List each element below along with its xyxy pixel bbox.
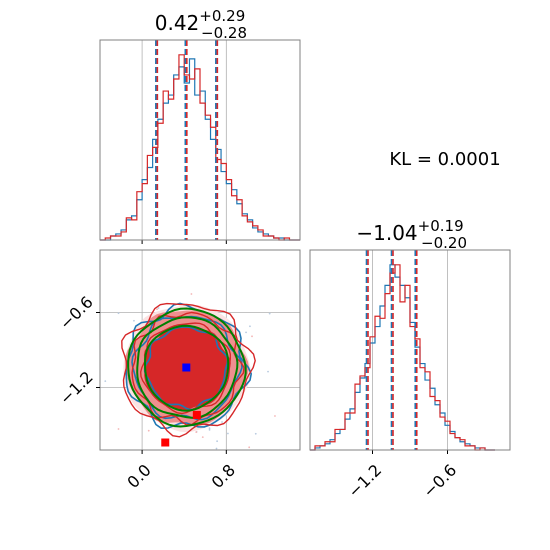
joint-sample-point (248, 446, 251, 449)
joint-sample-point (326, 381, 328, 383)
marginal-x-title-minus: −0.28 (201, 24, 247, 42)
joint-sample-point (249, 325, 251, 328)
marginal-y-series-a-step (310, 264, 495, 451)
joint-sample-point (208, 427, 211, 430)
marginal-x-title-value: 0.42 (155, 11, 200, 35)
joint-ytick-label-1: −1.2 (56, 367, 97, 408)
joint-marker-red-square-1 (192, 411, 201, 419)
joint-marker-red-square-2 (161, 438, 170, 447)
marginal-y-title-plus: +0.19 (418, 217, 464, 235)
joint-sample-point (274, 415, 276, 417)
joint-contour-green-1 (136, 316, 239, 419)
marginal-y-title-minus: −0.20 (421, 234, 467, 252)
joint-sample-point (251, 335, 253, 338)
joint-sample-point (267, 370, 269, 373)
joint-xtick-label-0: 0.0 (123, 460, 154, 491)
joint-sample-point (117, 428, 120, 430)
marginal-y-frame (309, 249, 511, 451)
joint-frame (99, 249, 301, 451)
kl-label: KL = 0.0001 (389, 149, 500, 170)
joint-sample-point (104, 380, 107, 383)
joint-sample-point (133, 319, 135, 322)
joint-sample-point (167, 486, 169, 488)
joint-sample-point (201, 436, 204, 438)
marginal-y-xtick-label-0: −1.2 (344, 460, 385, 501)
marginal-x-series-a-step (100, 58, 300, 241)
marginal-x-series-b-step (100, 54, 300, 241)
joint-sample-point (157, 307, 160, 309)
joint-contour-red-2 (139, 322, 231, 415)
joint-sample-point (268, 312, 271, 315)
joint-sample-point (227, 432, 229, 435)
joint-sample-point (111, 472, 113, 474)
joint-sample-point (254, 432, 257, 435)
joint-sample-point (208, 428, 211, 431)
joint-sample-point (147, 429, 150, 432)
joint-sample-point (190, 293, 193, 295)
marginal-x-title-plus: +0.29 (199, 7, 245, 25)
joint-xtick-label-1: 0.8 (208, 460, 239, 491)
marginal-y-title-value: −1.04 (356, 221, 417, 245)
joint-plot-area (100, 250, 328, 488)
marginal-y-title: −1.04+0.19 −0.20 (356, 217, 467, 252)
joint-sample-point (215, 447, 218, 450)
joint-sample-point (221, 421, 223, 423)
marginal-x-title: 0.42+0.29 −0.28 (155, 7, 247, 42)
marginal-x-frame (99, 39, 301, 241)
joint-contour-green-0 (127, 307, 247, 428)
joint-contour-green-2 (143, 324, 230, 412)
joint-panel: 0.0 0.8 −0.6 −1.2 (56, 249, 328, 492)
marginal-y-xtick-label-1: −0.6 (419, 460, 460, 501)
joint-ytick-label-0: −0.6 (56, 292, 97, 333)
marginal-x-panel (99, 39, 301, 244)
joint-sample-point (195, 431, 198, 433)
marginal-y-panel: −1.2 −0.6 (309, 249, 511, 501)
joint-sample-point (156, 308, 158, 311)
marginal-y-series-b-step (310, 264, 495, 451)
joint-contour-red-0 (121, 302, 256, 438)
joint-sample-point (216, 440, 219, 443)
joint-sample-point (245, 331, 247, 334)
joint-contour-red-1 (131, 311, 245, 426)
joint-sample-point (117, 312, 120, 315)
joint-marker-blue-square (182, 363, 191, 372)
